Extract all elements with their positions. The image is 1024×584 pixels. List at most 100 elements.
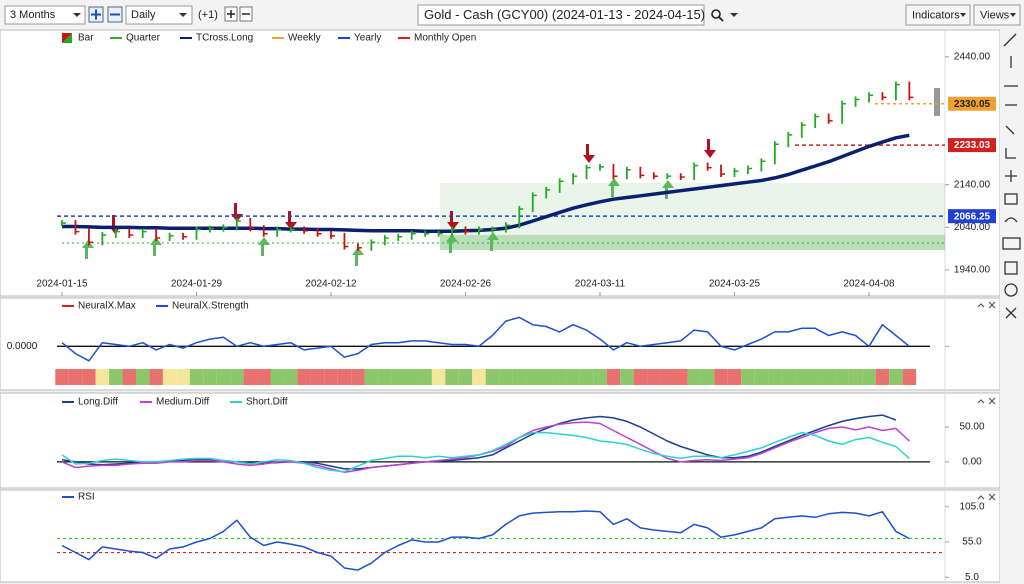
signal-strip-cell [378, 369, 392, 385]
panel-buttons[interactable] [977, 301, 996, 309]
signal-strip-cell [741, 369, 755, 385]
legend-label: NeuralX.Max [78, 301, 136, 312]
signal-strip-cell [82, 369, 96, 385]
buy-arrow [82, 240, 94, 259]
signal-strip-cell [674, 369, 688, 385]
signal-strip-cell [620, 369, 634, 385]
plus-icon [227, 10, 235, 18]
signal-strip-cell [324, 369, 338, 385]
legend-label: Long.Diff [78, 397, 118, 408]
sell-arrow [231, 203, 243, 222]
delete-tool[interactable] [1005, 307, 1017, 319]
views-button[interactable] [973, 4, 1021, 26]
signal-strip-cell [149, 369, 163, 385]
signal-strip-cell [243, 369, 258, 385]
rsi-panel [0, 489, 1001, 583]
signal-strip-cell [754, 369, 769, 385]
legend-label: NeuralX.Strength [172, 301, 249, 312]
sell-signals [109, 139, 716, 234]
price-badge-label: 2330.05 [954, 99, 991, 110]
rsi-line [61, 510, 910, 571]
cross-tool[interactable] [1005, 170, 1017, 182]
buy-arrow [150, 237, 162, 256]
symbol-box[interactable] [417, 4, 705, 26]
fib-tool[interactable] [1005, 125, 1015, 135]
offset-text: (+1) [198, 9, 218, 21]
tcross-line [62, 133, 910, 233]
signal-strip-cell [203, 369, 217, 385]
signal-strip-cell [593, 369, 607, 385]
signal-strip-cell [700, 369, 715, 385]
symbol-text: Gold - Cash (GCY00) (2024-01-13 - 2024-0… [424, 7, 705, 22]
channel-tool[interactable] [1005, 148, 1016, 159]
buy-arrow [258, 237, 270, 256]
views-text: Views [980, 9, 1010, 21]
signal-strip-cell [391, 369, 405, 385]
dropdown-arrow[interactable] [730, 13, 738, 17]
signal-strip-cell [875, 369, 890, 385]
signal-strip-cell [552, 369, 567, 385]
signal-strip-cell [781, 369, 796, 385]
sell-arrow [109, 215, 121, 234]
signal-strip-cell [768, 369, 782, 385]
price-badge [948, 138, 996, 153]
buy-signals [82, 178, 674, 266]
signal-strip-cell [109, 369, 123, 385]
signal-strip-cell [136, 369, 150, 385]
signal-strip-cell [189, 369, 204, 385]
legend-label: Bar [78, 33, 94, 44]
legend-swatch [62, 33, 72, 43]
legend-label: Medium.Diff [156, 397, 209, 408]
y-tick-label: 1940.00 [954, 265, 991, 276]
interval-select[interactable] [125, 5, 193, 25]
legend-label: Yearly [354, 33, 381, 44]
indicators-button[interactable] [905, 4, 971, 26]
dropdown-arrow [960, 13, 966, 17]
square-tool[interactable] [1004, 261, 1018, 275]
signal-strip-cell [55, 369, 69, 385]
signal-strip-cell [727, 369, 742, 385]
dropdown-arrow [1010, 13, 1016, 17]
diff-panel [0, 392, 1001, 489]
rect-tool[interactable] [1004, 193, 1018, 205]
panel-buttons[interactable] [977, 493, 996, 501]
signal-strip-cell [472, 369, 486, 385]
signal-strip-cell [808, 369, 822, 385]
search-handle [718, 16, 724, 22]
search-icon[interactable] [711, 9, 721, 19]
drawing-tools [1002, 33, 1021, 319]
price-badge-label: 2233.03 [954, 140, 991, 151]
text-tool[interactable] [1002, 237, 1021, 250]
scrollbar[interactable] [934, 88, 940, 116]
sell-arrow [704, 139, 716, 158]
x-tick-label: 2024-04-08 [843, 279, 895, 290]
panel-buttons[interactable] [977, 397, 996, 405]
y-tick-label: 50.00 [959, 422, 984, 433]
circle-tool[interactable] [1004, 283, 1018, 297]
signal-strip-cell [795, 369, 809, 385]
x-tick-label: 2024-03-25 [709, 279, 761, 290]
y-tick-label: 55.0 [962, 537, 982, 548]
signal-strip-cell [889, 369, 903, 385]
plus-icon [91, 9, 101, 20]
signal-strip-cell [68, 369, 83, 385]
signal-strip-cell [405, 369, 419, 385]
curve-tool[interactable] [1004, 217, 1018, 223]
range-select[interactable] [4, 5, 86, 25]
signal-strip-cell [351, 369, 365, 385]
line-tool[interactable] [1003, 33, 1017, 47]
legend-label: Short.Diff [246, 397, 288, 408]
diff-line [61, 431, 910, 473]
y-tick-label: 2040.00 [954, 222, 991, 233]
drawing-toolbar [1000, 30, 1024, 584]
x-tick-label: 2024-03-11 [575, 279, 626, 290]
signal-strip-cell [821, 369, 836, 385]
signal-strip-cell [862, 369, 876, 385]
signal-strip-cell [445, 369, 459, 385]
indicators-text: Indicators [912, 9, 960, 21]
signal-strip-cell [431, 369, 446, 385]
x-tick-label: 2024-01-29 [171, 279, 223, 290]
range-text: 3 Months [10, 9, 56, 21]
signal-strip-cell [848, 369, 863, 385]
